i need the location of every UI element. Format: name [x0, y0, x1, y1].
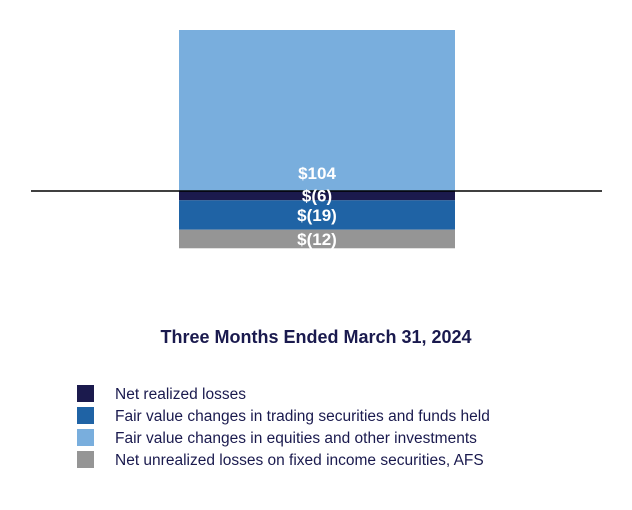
data-label-net-unrealized-losses-on-fixed-income-securities-afs: $(12) — [297, 230, 337, 249]
bar-segment-fair-value-changes-in-trading-securities-and-funds-held — [179, 200, 455, 230]
bar-segment-net-unrealized-losses-on-fixed-income-securities-afs — [179, 229, 455, 249]
legend-swatch-fair-value-changes-in-equities-and-other-investments — [77, 429, 94, 446]
legend-label-fair-value-changes-in-equities-and-other-investments: Fair value changes in equities and other… — [115, 430, 477, 447]
legend-label-fair-value-changes-in-trading-securities-and-funds-held: Fair value changes in trading securities… — [115, 408, 490, 425]
bar-segment-fair-value-changes-in-equities-and-other-investments — [179, 30, 455, 191]
data-label-fair-value-changes-in-equities-and-other-investments: $104 — [298, 164, 336, 183]
legend-swatch-fair-value-changes-in-trading-securities-and-funds-held — [77, 407, 94, 424]
legend: Net realized losses Fair value changes in… — [77, 385, 490, 469]
legend-label-net-realized-losses: Net realized losses — [115, 386, 246, 403]
bars-layer — [179, 30, 455, 249]
legend-swatch-net-unrealized-losses-on-fixed-income-securities-afs — [77, 451, 94, 468]
data-label-net-realized-losses: $(6) — [302, 187, 332, 206]
data-labels-layer: $(6)$(19) $104 $(12) — [297, 164, 337, 249]
legend-label-net-unrealized-losses-on-fixed-income-securities-afs: Net unrealized losses on fixed income se… — [115, 452, 484, 469]
category-label: Three Months Ended March 31, 2024 — [160, 327, 471, 347]
legend-swatch-net-realized-losses — [77, 385, 94, 402]
bar-segment-net-realized-losses — [179, 191, 455, 201]
data-label-fair-value-changes-in-trading-securities-and-funds-held: $(19) — [297, 206, 337, 225]
